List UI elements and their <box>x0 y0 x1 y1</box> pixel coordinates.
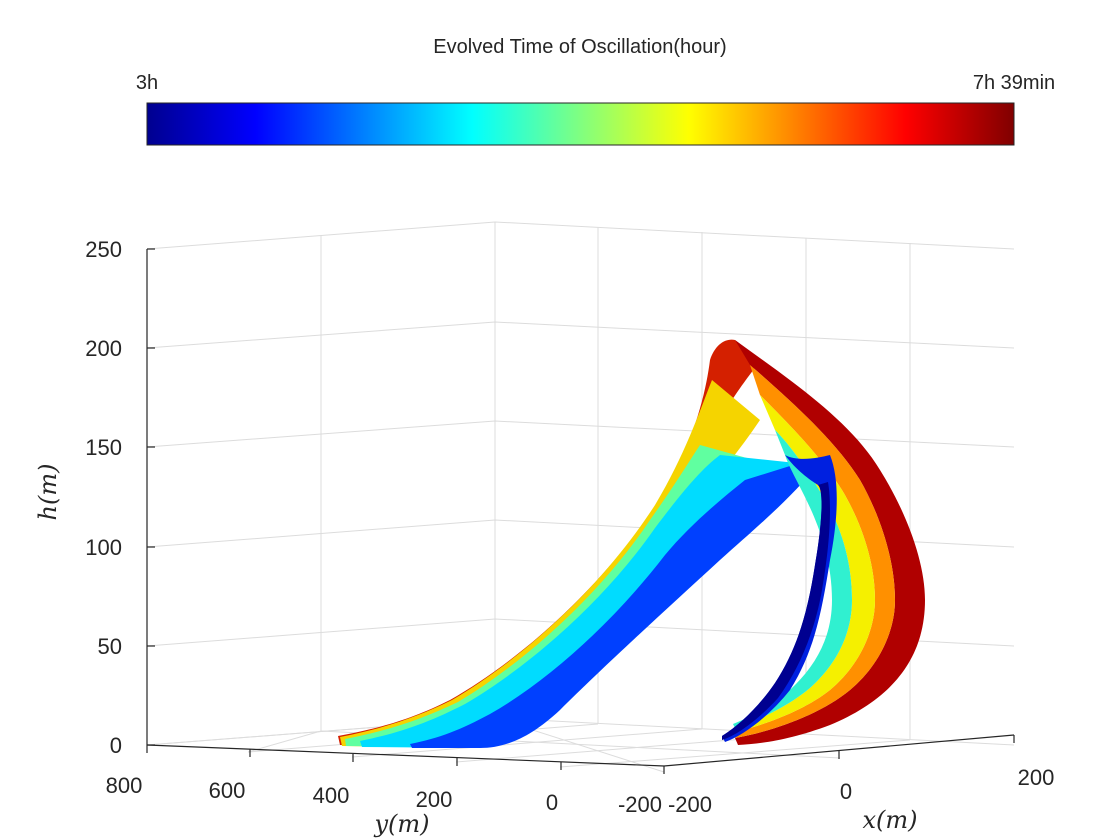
colorbar <box>146 102 1015 146</box>
z-tick-250: 250 <box>85 237 122 262</box>
z-tick-100: 100 <box>85 535 122 560</box>
z-axis-label: h(m) <box>34 464 62 521</box>
z-tick-0: 0 <box>110 733 122 758</box>
surface-right-arm-navy <box>722 482 830 740</box>
colorbar-title: Evolved Time of Oscillation(hour) <box>433 36 726 58</box>
x-tick-200: 200 <box>1018 765 1055 790</box>
y-tick-neg200: -200 <box>618 792 662 817</box>
y-axis-label: y(m) <box>373 810 429 838</box>
z-tick-150: 150 <box>85 435 122 460</box>
surface-left-arm-red <box>338 339 760 748</box>
y-tick-600: 600 <box>209 778 246 803</box>
surface-right-arm-red <box>735 340 925 745</box>
x-axis-label: x(m) <box>862 806 917 834</box>
y-tick-200: 200 <box>416 787 453 812</box>
x-tick-neg200: -200 <box>668 792 712 817</box>
surface-right-arm-orange <box>735 365 895 738</box>
colorbar-max-label: 7h 39min <box>973 72 1055 94</box>
surface-left-arm-yellow <box>340 380 760 748</box>
x-tick-0: 0 <box>840 779 852 804</box>
axes <box>146 248 1015 774</box>
surface <box>338 339 925 748</box>
colorbar-min-label: 3h <box>136 72 158 94</box>
z-tick-50: 50 <box>98 634 122 659</box>
z-tick-200: 200 <box>85 336 122 361</box>
surface-left-arm-blue <box>410 455 825 748</box>
y-tick-0: 0 <box>546 790 558 815</box>
y-tick-800: 800 <box>106 773 143 798</box>
y-tick-400: 400 <box>313 783 350 808</box>
